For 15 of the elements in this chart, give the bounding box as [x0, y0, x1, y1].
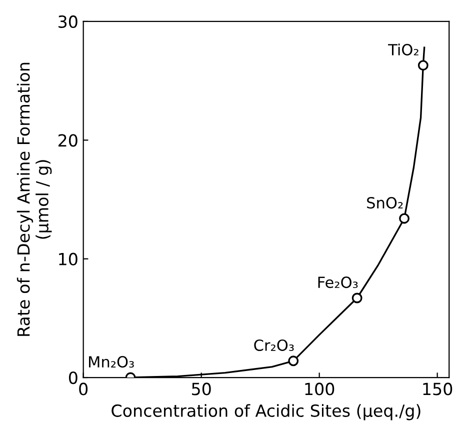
y-axis-title: Rate of n-Decyl Amine Formation (μmol / g) [16, 62, 52, 336]
x-tick-label: 150 [423, 382, 452, 396]
x-tick-label: 100 [305, 382, 334, 396]
x-tick-label: 0 [79, 382, 88, 396]
y-tick-label: 30 [58, 15, 78, 28]
y-tick-label: 20 [58, 134, 78, 147]
y-tick-label: 0 [68, 371, 78, 384]
annotation: TiO₂ [388, 44, 418, 56]
x-axis-title: Concentration of Acidic Sites (μeq./g) [112, 404, 420, 420]
annotation: Fe₂O₃ [318, 276, 358, 288]
x-tick-label: 50 [192, 382, 211, 396]
annotation: Cr₂O₃ [254, 339, 294, 351]
annotation: Mn₂O₃ [89, 356, 134, 368]
annotation: SnO₂ [367, 197, 403, 209]
y-tick-label: 10 [59, 252, 78, 266]
